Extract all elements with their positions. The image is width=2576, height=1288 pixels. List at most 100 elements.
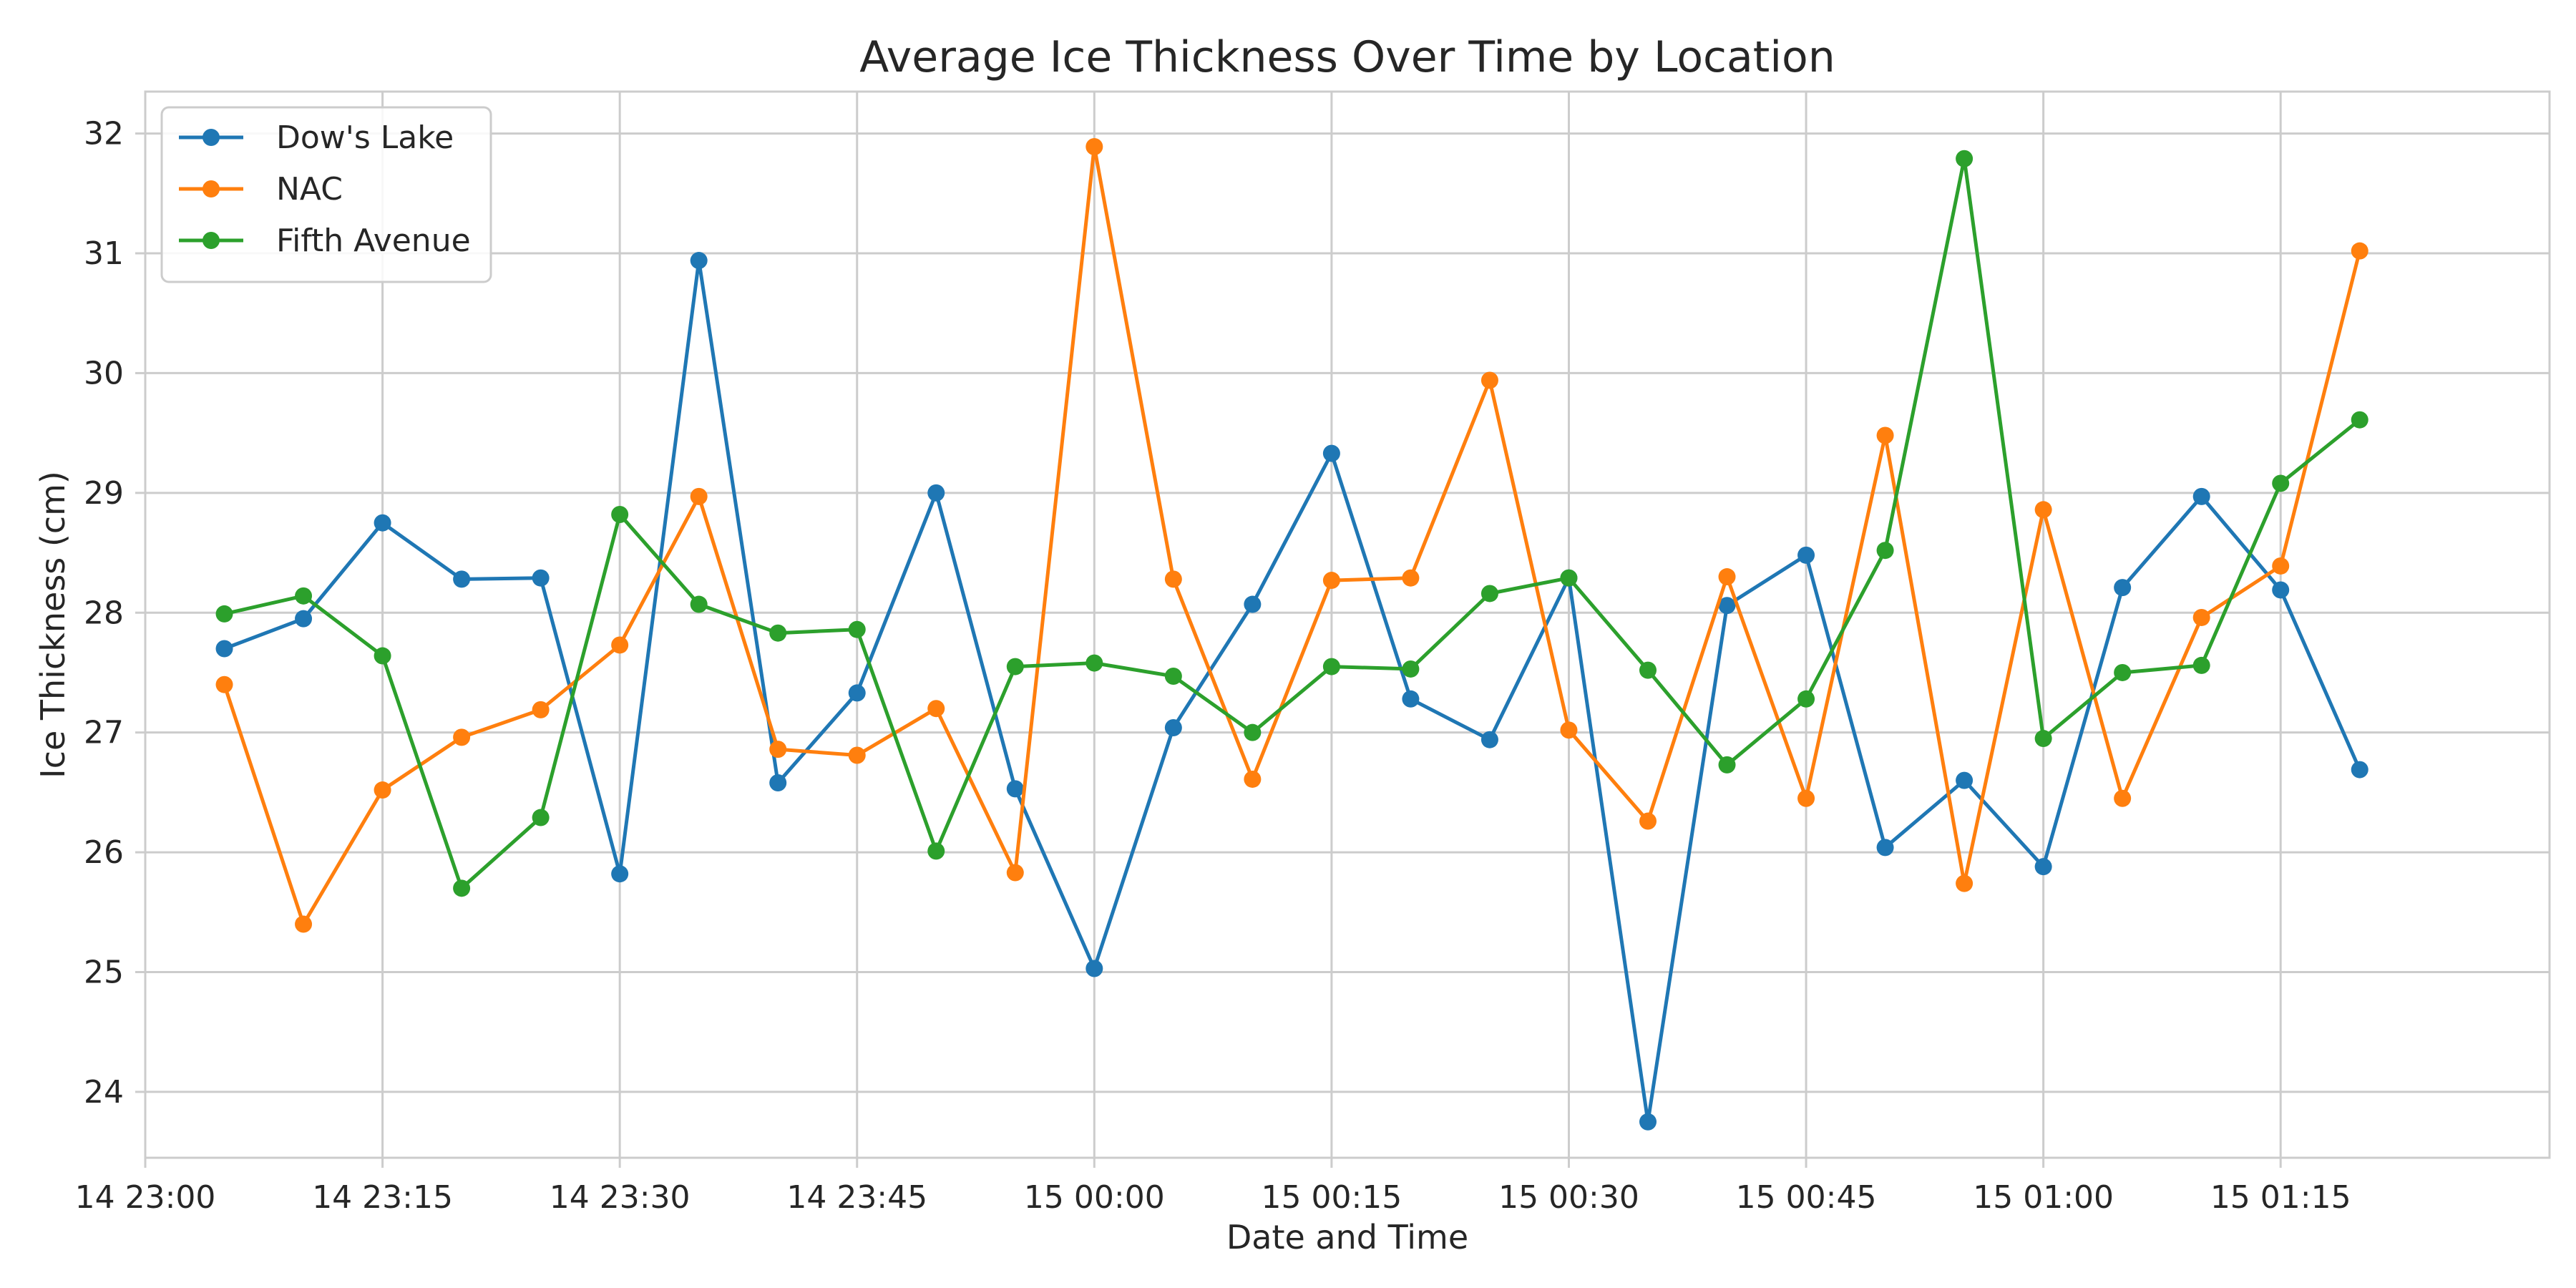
data-point [532,701,550,718]
data-point [1006,780,1024,798]
legend-item: Fifth Avenue [179,223,471,259]
y-tick-label: 31 [84,235,124,272]
legend-item: Dow's Lake [179,119,454,156]
x-tick-label: 14 23:15 [312,1179,453,1216]
data-point [927,842,945,860]
data-point [2272,557,2290,575]
series-line [223,157,2361,890]
y-tick-label: 24 [84,1074,124,1111]
data-point [295,915,313,933]
data-point [1876,839,1894,857]
data-point [611,865,629,883]
x-tick-label: 14 23:30 [550,1179,691,1216]
legend-label: Fifth Avenue [276,223,471,259]
data-point [1085,138,1103,156]
data-point [1322,658,1340,675]
data-point [2034,501,2052,519]
data-point [1480,371,1498,389]
data-point [2272,474,2290,492]
y-tick-label: 28 [84,595,124,631]
data-point [1244,770,1262,788]
data-point [1956,874,1974,892]
y-tick-label: 25 [84,955,124,991]
legend-label: NAC [276,171,343,208]
data-point [215,675,233,693]
data-point [927,484,945,502]
legend-marker [203,232,220,249]
data-point [927,700,945,718]
legend-item: NAC [179,171,343,208]
x-axis-label: Date and Time [1226,1218,1468,1257]
data-point [532,809,550,826]
legend: Dow's Lake NAC Fifth Avenue [160,106,492,283]
data-point [215,605,233,623]
legend-marker [203,180,220,197]
tick-layer: 24 25 26 27 28 29 30 31 32 14 23:00 14 23:15 14 23:… [75,116,2351,1216]
data-point [1797,789,1815,807]
data-point [1322,572,1340,590]
data-point [1718,756,1736,774]
x-tick-label: 15 00:30 [1498,1179,1639,1216]
data-point [611,636,629,654]
data-point [1956,150,1974,167]
y-axis-label: Ice Thickness (cm) [34,471,72,779]
x-tick-label: 14 23:45 [786,1179,927,1216]
data-point [453,570,471,588]
data-point [1639,661,1657,679]
data-point [2114,663,2132,681]
legend-box [160,106,492,283]
data-point [2114,579,2132,597]
legend-label: Dow's Lake [276,119,454,156]
data-point [532,569,550,587]
y-tick-label: 30 [84,355,124,391]
data-point [2192,608,2210,626]
data-point [1718,597,1736,615]
data-point [1876,542,1894,560]
y-tick-label: 32 [84,116,124,152]
data-point [1164,718,1182,736]
data-point [769,741,787,758]
data-point [769,774,787,791]
data-point [1718,568,1736,586]
data-point [453,879,471,897]
x-tick-label: 15 01:00 [1973,1179,2114,1216]
chart-title: Average Ice Thickness Over Time by Locat… [859,32,1835,82]
data-point [1402,690,1420,708]
data-point [1797,690,1815,708]
data-point [1639,812,1657,830]
plot-frame [144,90,2551,1159]
data-point [1085,960,1103,977]
data-point [1639,1113,1657,1131]
data-point [1876,426,1894,444]
y-tick-label: 26 [84,834,124,871]
series-fifth-avenue [215,150,2368,897]
data-point [374,514,391,532]
data-point [2272,581,2290,599]
data-point [2034,858,2052,876]
data-point [1402,569,1420,587]
x-tick-label: 15 00:00 [1024,1179,1165,1216]
x-tick-label: 15 00:15 [1262,1179,1402,1216]
x-tick-label: 15 01:15 [2210,1179,2351,1216]
x-tick-label: 14 23:00 [75,1179,216,1216]
data-point [1085,654,1103,672]
data-point [2351,761,2368,779]
data-point [1164,570,1182,588]
data-point [848,684,866,702]
data-point [2114,789,2132,807]
data-point [374,781,391,799]
y-tick-label: 29 [84,475,124,512]
data-point [690,252,708,270]
data-point [295,587,313,605]
data-point [1797,546,1815,564]
data-point [2192,487,2210,505]
series-layer [215,138,2368,1131]
data-point [1480,731,1498,748]
data-point [1006,658,1024,675]
data-point [2351,242,2368,260]
data-point [1402,660,1420,678]
series-dow-s-lake [215,252,2368,1131]
y-tick-label: 27 [84,715,124,751]
